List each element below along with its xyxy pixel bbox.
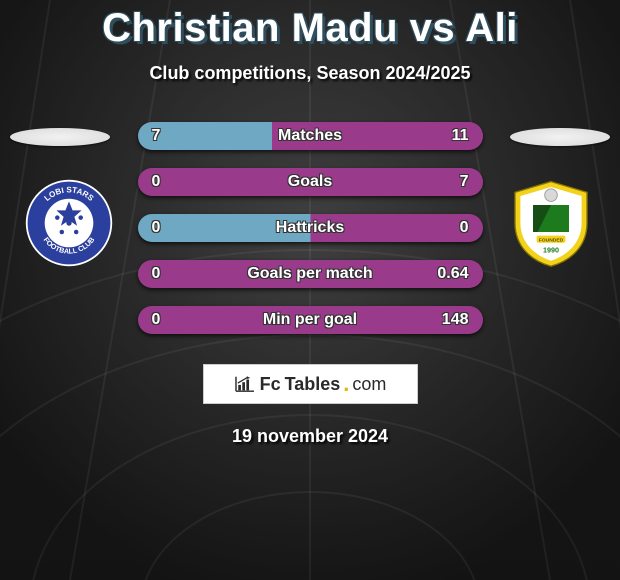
stat-value-right: 11 <box>452 127 469 145</box>
stat-value-right: 0 <box>460 219 469 237</box>
stat-row: 0 Goals 7 <box>138 168 483 196</box>
stat-value-right: 148 <box>442 311 469 329</box>
date-label: 19 november 2024 <box>0 426 620 447</box>
stat-value-left: 0 <box>152 173 161 191</box>
stat-row: 0 Goals per match 0.64 <box>138 260 483 288</box>
country-flag-right <box>510 128 610 146</box>
stat-value-left: 0 <box>152 311 161 329</box>
svg-text:FOUNDED: FOUNDED <box>539 237 564 243</box>
brand-text-left: Fc <box>260 374 281 395</box>
stat-value-right: 7 <box>460 173 469 191</box>
stat-row: 0 Hattricks 0 <box>138 214 483 242</box>
stat-label: Goals <box>288 173 332 191</box>
chart-icon <box>234 375 256 393</box>
stat-label: Goals per match <box>247 265 372 283</box>
brand-badge: FcTables.com <box>203 364 418 404</box>
svg-text:1990: 1990 <box>543 246 559 255</box>
stat-row: 0 Min per goal 148 <box>138 306 483 334</box>
stat-value-right: 0.64 <box>437 265 468 283</box>
stat-row: 7 Matches 11 <box>138 122 483 150</box>
club-badge-right: FOUNDED 1990 <box>506 178 596 268</box>
stat-label: Min per goal <box>263 311 357 329</box>
stat-label: Hattricks <box>276 219 344 237</box>
subtitle: Club competitions, Season 2024/2025 <box>0 63 620 84</box>
stat-value-left: 7 <box>152 127 161 145</box>
infographic-container: Christian Madu vs Ali Club competitions,… <box>0 0 620 580</box>
stat-value-left: 0 <box>152 265 161 283</box>
brand-dot: . <box>343 371 349 397</box>
club-badge-left: LOBI STARS FOOTBALL CLUB <box>24 178 114 268</box>
brand-text-right: Tables <box>285 374 341 395</box>
country-flag-left <box>10 128 110 146</box>
stat-label: Matches <box>278 127 342 145</box>
brand-suffix: com <box>352 374 386 395</box>
title: Christian Madu vs Ali <box>0 0 620 51</box>
stat-value-left: 0 <box>152 219 161 237</box>
